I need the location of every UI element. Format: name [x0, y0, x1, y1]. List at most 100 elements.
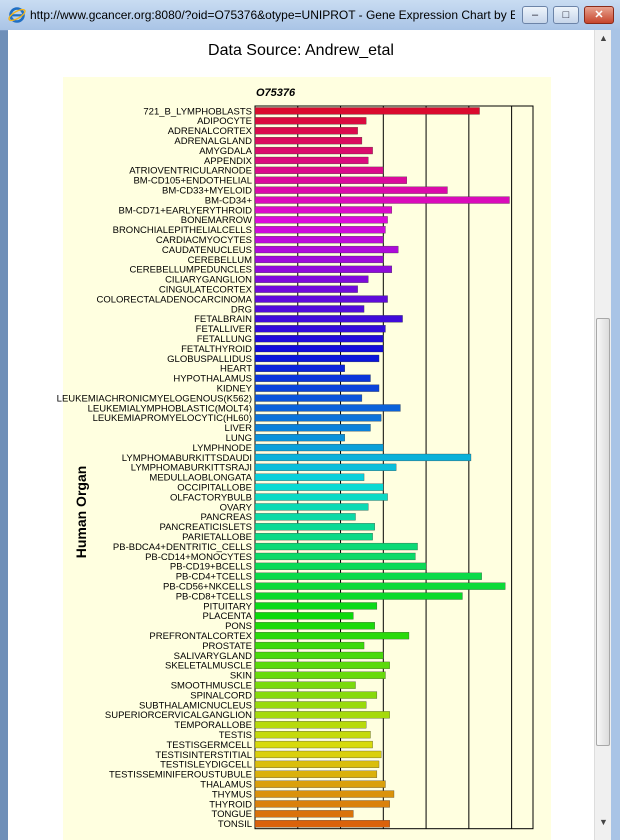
- bar-tonsil: [254, 820, 390, 828]
- bar-pb-bdca4+dentritic_cells: [254, 542, 418, 551]
- bar-hypothalamus: [254, 374, 371, 382]
- category-label: LYMPHNODE: [193, 443, 252, 454]
- category-label: THALAMUS: [200, 780, 252, 791]
- category-label: PREFRONTALCORTEX: [149, 631, 252, 642]
- category-label: DRG: [231, 304, 252, 315]
- category-label: SALIVARYGLAND: [174, 651, 252, 662]
- page-content: Data Source: Andrew_etal O75376 Human Or…: [8, 30, 594, 840]
- category-label: PANCREAS: [200, 512, 252, 523]
- bar-lymphnode: [254, 443, 384, 452]
- bar-pons: [254, 622, 375, 630]
- category-label: LIVER: [225, 423, 253, 434]
- bar-kidney: [254, 384, 380, 392]
- category-label: FETALLUNG: [197, 334, 252, 345]
- category-label: THYROID: [209, 799, 252, 810]
- scroll-down-arrow-icon[interactable]: ▼: [599, 817, 608, 827]
- bar-bonemarrow: [254, 216, 388, 224]
- internet-explorer-icon: [8, 7, 26, 23]
- bar-adipocyte: [254, 117, 367, 125]
- minimize-button[interactable]: ‒: [522, 6, 548, 24]
- scrollbar-thumb[interactable]: [596, 318, 610, 746]
- category-label: TEMPORALLOBE: [174, 720, 252, 731]
- category-label: PITUITARY: [203, 601, 252, 612]
- bar-leukemialymphoblastic(molt4): [254, 404, 401, 412]
- window-titlebar: http://www.gcancer.org:8080/?oid=O75376&…: [0, 0, 620, 31]
- bar-liver: [254, 424, 371, 432]
- category-label: TESTISLEYDIGCELL: [160, 760, 252, 771]
- category-label: AMYGDALA: [199, 146, 252, 157]
- category-label: LYMPHOMABURKITTSDAUDI: [122, 453, 252, 464]
- window-frame: [611, 30, 620, 840]
- bar-appendix: [254, 156, 369, 165]
- bar-fetalliver: [254, 325, 386, 333]
- category-label: PANCREATICISLETS: [159, 522, 252, 533]
- chart-title: Data Source: Andrew_etal: [208, 42, 394, 59]
- bar-smoothmuscle: [254, 681, 356, 689]
- category-label: HYPOTHALAMUS: [173, 374, 252, 385]
- bar-pancreaticislets: [254, 523, 375, 531]
- category-label: PB-CD19+BCELLS: [170, 562, 252, 573]
- bar-temporallobe: [254, 721, 367, 729]
- category-label: FETALTHYROID: [181, 344, 252, 355]
- expression-chart: Data Source: Andrew_etal O75376 Human Or…: [57, 42, 551, 840]
- bar-cerebellum: [254, 255, 384, 264]
- category-label: BM-CD105+ENDOTHELIAL: [133, 176, 252, 187]
- category-label: SPINALCORD: [190, 690, 252, 701]
- category-label: LEUKEMIACHRONICMYELOGENOUS(K562): [57, 393, 252, 404]
- bar-bm-cd105+endothelial: [254, 176, 407, 184]
- close-button[interactable]: ✕: [584, 6, 614, 24]
- category-label: TESTISSEMINIFEROUSTUBULE: [109, 770, 252, 781]
- bar-pituitary: [254, 602, 378, 610]
- category-label: TESTISGERMCELL: [166, 740, 252, 751]
- bar-bm-cd34+: [254, 196, 510, 204]
- category-label: SUPERIORCERVICALGANGLION: [105, 710, 252, 721]
- category-label: LEUKEMIALYMPHOBLASTIC(MOLT4): [88, 403, 252, 414]
- bar-caudatenucleus: [254, 245, 399, 254]
- bar-pb-cd4+tcells: [254, 572, 482, 580]
- bar-prefrontalcortex: [254, 632, 410, 640]
- category-label: FETALLIVER: [196, 324, 252, 335]
- bar-lung: [254, 434, 345, 442]
- bar-leukemiachronicmyelogenous(k562): [254, 394, 363, 402]
- bar-cardiacmyocytes: [254, 236, 384, 244]
- category-label: KIDNEY: [217, 384, 253, 395]
- category-label: PB-CD4+TCELLS: [176, 572, 252, 583]
- bar-721_b_lymphoblasts: [254, 107, 480, 115]
- bar-pancreas: [254, 513, 356, 521]
- y-axis-label: Human Organ: [73, 466, 89, 559]
- bar-adrenalcortex: [254, 127, 358, 135]
- bar-fetalthyroid: [254, 344, 384, 353]
- bar-globuspallidus: [254, 354, 380, 363]
- category-label: PB-CD8+TCELLS: [176, 591, 252, 602]
- category-label: APPENDIX: [204, 156, 253, 167]
- bar-drg: [254, 305, 365, 313]
- category-label: MEDULLAOBLONGATA: [149, 473, 252, 484]
- bar-colorectaladenocarcinoma: [254, 295, 388, 303]
- bar-pb-cd14+monocytes: [254, 552, 416, 561]
- bar-occipitallobe: [254, 483, 384, 491]
- category-label: GLOBUSPALLIDUS: [167, 354, 252, 365]
- scroll-up-arrow-icon[interactable]: ▲: [599, 33, 608, 43]
- category-label: TONGUE: [212, 809, 252, 820]
- category-label: OCCIPITALLOBE: [177, 483, 252, 494]
- category-label: BM-CD71+EARLYERYTHROID: [119, 205, 253, 216]
- bar-bm-cd71+earlyerythroid: [254, 206, 393, 214]
- bar-placenta: [254, 612, 354, 620]
- bar-pb-cd19+bcells: [254, 562, 427, 570]
- category-label: BONEMARROW: [181, 215, 252, 226]
- bar-tongue: [254, 810, 354, 818]
- bar-leukemiapromyelocytic(hl60): [254, 414, 382, 422]
- bar-cerebellumpeduncles: [254, 265, 393, 273]
- category-label: PB-CD56+NKCELLS: [163, 582, 252, 593]
- category-label: ATRIOVENTRICULARNODE: [129, 166, 252, 177]
- bar-bronchialepithelialcells: [254, 226, 386, 234]
- bar-testisleydigcell: [254, 760, 380, 768]
- category-label: TONSIL: [218, 819, 252, 830]
- window-title: http://www.gcancer.org:8080/?oid=O75376&…: [30, 8, 515, 22]
- category-label: LYMPHOMABURKITTSRAJI: [131, 463, 252, 474]
- maximize-button[interactable]: □: [553, 6, 579, 24]
- category-label: PONS: [225, 621, 252, 632]
- category-label: OLFACTORYBULB: [170, 492, 252, 503]
- category-label: BRONCHIALEPITHELIALCELLS: [113, 225, 252, 236]
- vertical-scrollbar[interactable]: ▲ ▼: [594, 30, 612, 840]
